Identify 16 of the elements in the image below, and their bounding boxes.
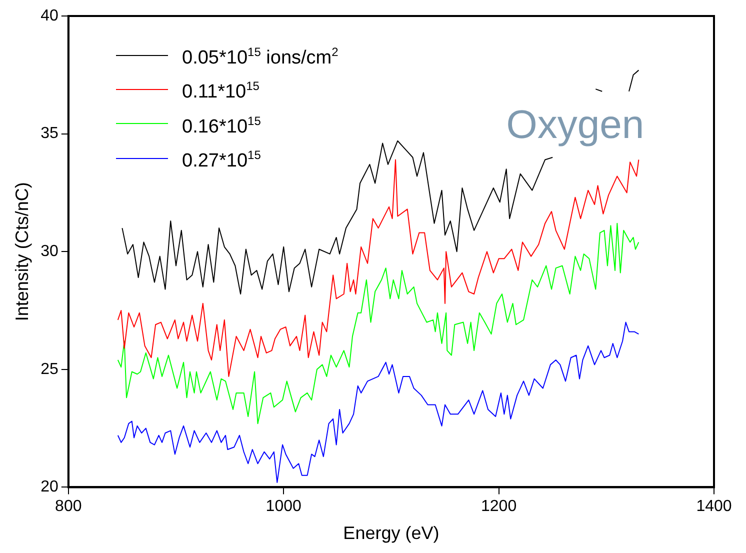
legend-label: 0.27*10$^{15}$ (182, 146, 261, 174)
legend-label: 0.11*10$^{15}$ (182, 78, 260, 105)
legend-label: 0.05*10$^{15}$ ions/cm$^{2}$ (182, 44, 338, 70)
y-axis-title: Intensity (Cts/nC) (12, 182, 32, 322)
y-tick-label: 35 (40, 125, 58, 142)
x-tick-label: 1400 (696, 498, 732, 516)
x-tick-label: 1000 (266, 498, 302, 516)
y-tick-label: 30 (40, 243, 58, 260)
legend-label: 0.16*10$^{15}$ (182, 112, 261, 139)
y-tick-label: 40 (40, 7, 58, 24)
x-tick-label: 800 (55, 498, 82, 516)
x-tick-label: 1200 (481, 498, 517, 516)
y-tick-label: 25 (40, 360, 58, 378)
x-axis-title: Energy (eV) (343, 523, 440, 544)
y-tick-label: 20 (40, 478, 58, 496)
annotation: Oxygen (506, 102, 644, 147)
